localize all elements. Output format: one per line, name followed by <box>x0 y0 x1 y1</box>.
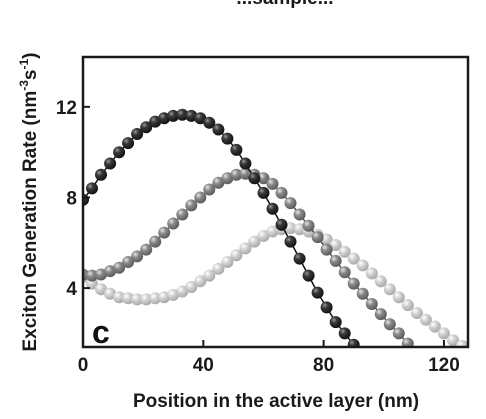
series-3-point <box>375 275 387 287</box>
series-1-point <box>212 124 224 136</box>
series-2-point <box>330 255 342 267</box>
series-2-point <box>167 218 179 230</box>
series-2-point <box>321 244 333 256</box>
series-2-point <box>149 236 161 248</box>
series-2-point <box>276 187 288 199</box>
series-2-point <box>357 288 369 300</box>
series-1-point <box>267 203 279 215</box>
series-3-point <box>384 283 396 295</box>
panel-label: c <box>92 314 110 350</box>
series-1-point <box>248 172 260 184</box>
y-tick-label: 4 <box>66 279 77 300</box>
x-tick-label: 80 <box>313 355 334 376</box>
series-1-point <box>258 187 270 199</box>
x-tick-label: 40 <box>193 355 214 376</box>
series-1-point <box>330 316 342 328</box>
series-2-point <box>303 220 315 232</box>
series-2-point <box>312 231 324 243</box>
series-1-point <box>122 137 134 149</box>
series-1-point <box>339 327 351 339</box>
series-3 <box>77 222 468 352</box>
chart-title-partial: ...sample... <box>236 0 333 9</box>
y-axis-label-exp2: -1 <box>17 58 31 69</box>
series-2-point <box>194 192 206 204</box>
series-1-point <box>294 253 306 265</box>
x-tick-label: 0 <box>78 355 89 376</box>
series-2-point <box>267 178 279 190</box>
y-axis-label-s: s <box>20 69 41 80</box>
series-1-point <box>285 236 297 248</box>
y-axis-label-main: Exciton Generation Rate (nm <box>20 91 41 352</box>
series-1-point <box>95 169 107 181</box>
series-1-point <box>221 133 233 145</box>
series-3-point <box>357 259 369 271</box>
series-layer <box>77 109 468 352</box>
series-1-point <box>230 144 242 156</box>
series-2-point <box>339 266 351 278</box>
series-1-point <box>239 158 251 170</box>
series-1-point <box>312 287 324 299</box>
y-axis-label-exp1: -3 <box>17 80 31 91</box>
series-2-point <box>158 227 170 239</box>
series-2-point <box>140 244 152 256</box>
y-tick-label: 12 <box>56 98 77 119</box>
series-2-point <box>176 209 188 221</box>
y-tick-label: 8 <box>66 188 77 209</box>
series-1-point <box>348 339 360 351</box>
series-1-point <box>276 219 288 231</box>
series-2 <box>77 168 414 350</box>
series-2-point <box>294 209 306 221</box>
series-3-point <box>393 291 405 303</box>
series-1-point <box>321 301 333 313</box>
series-2-point <box>185 199 197 211</box>
series-1-point <box>113 146 125 158</box>
series-1-point <box>86 182 98 194</box>
x-axis-label: Position in the active layer (nm) <box>133 391 419 412</box>
series-2-point <box>285 197 297 209</box>
series-3-point <box>402 299 414 311</box>
series-2-point <box>384 318 396 330</box>
series-2-point <box>375 308 387 320</box>
series-2-point <box>348 278 360 290</box>
series-3-line <box>83 228 462 346</box>
x-tick-label: 120 <box>428 355 460 376</box>
series-3-point <box>366 267 378 279</box>
series-1-point <box>303 270 315 282</box>
y-axis-label-close: ) <box>20 52 41 58</box>
series-2-point <box>366 298 378 310</box>
series-2-point <box>393 327 405 339</box>
y-axis-label: Exciton Generation Rate (nm-3s-1) <box>17 52 41 351</box>
series-1-point <box>104 158 116 170</box>
